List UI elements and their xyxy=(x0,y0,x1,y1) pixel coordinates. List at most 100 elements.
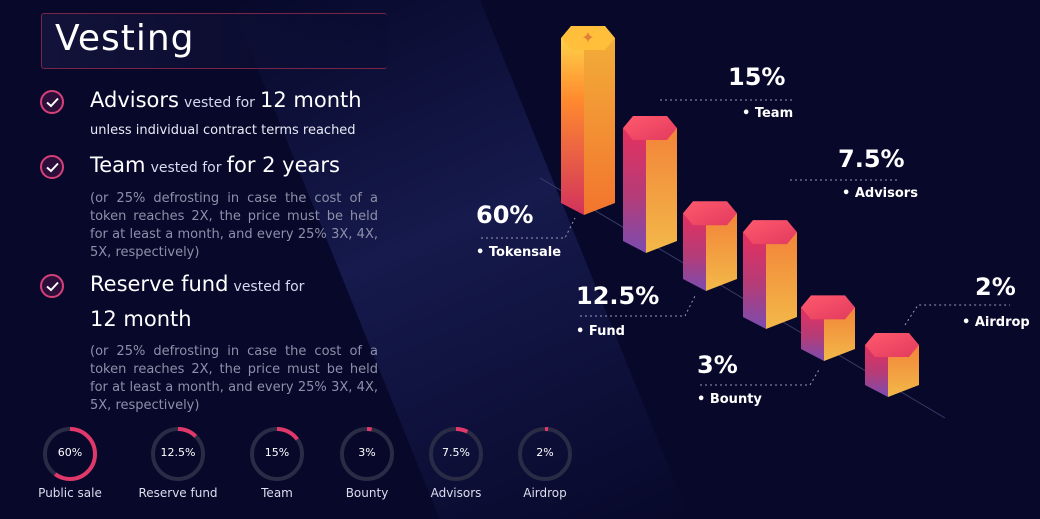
column-top xyxy=(683,201,737,226)
column-face-left xyxy=(743,232,766,329)
label-tokensale: • Tokensale xyxy=(476,245,561,260)
column-face-right xyxy=(824,307,855,361)
bullet: • xyxy=(962,315,971,330)
category-bounty: Bounty xyxy=(709,392,762,407)
label-advisors: • Advisors xyxy=(842,186,918,201)
column-top xyxy=(743,220,797,245)
column-face-right xyxy=(888,345,919,397)
vesting-period: 12 month xyxy=(90,307,192,331)
donut-bounty: 3% Bounty xyxy=(327,426,407,500)
donut-advisors: 7.5% Advisors xyxy=(416,426,496,500)
pct-tokensale: 60% xyxy=(476,201,534,229)
column-tokensale: ✦ xyxy=(561,26,615,215)
donut-value: 7.5% xyxy=(442,446,470,459)
bullet: • xyxy=(742,106,751,121)
column-top xyxy=(865,333,919,357)
bullet: • xyxy=(697,392,706,407)
leader-line xyxy=(580,295,696,317)
category-advisors: Advisors xyxy=(854,186,918,201)
donut-value: 15% xyxy=(264,446,290,459)
column-face-right xyxy=(584,38,615,215)
column-face-left xyxy=(623,128,646,253)
donut-public-sale: 60% Public sale xyxy=(30,426,110,500)
column-face-left xyxy=(865,345,888,397)
vesting-verb: vested for xyxy=(233,279,305,295)
title-box: Vesting xyxy=(41,13,387,69)
donut-arc xyxy=(151,427,205,481)
check-icon xyxy=(40,90,64,114)
column-bounty xyxy=(801,295,855,361)
leader-line xyxy=(700,367,821,386)
category-fund: Fund xyxy=(588,324,625,339)
donut-ring xyxy=(340,427,394,481)
donut-ring xyxy=(250,427,304,481)
donut-value: 12.5% xyxy=(160,446,196,459)
bullet: • xyxy=(842,186,851,201)
vesting-heading: Advisors vested for 12 month xyxy=(90,88,362,112)
vesting-name: Advisors xyxy=(90,88,179,112)
check-icon xyxy=(40,274,64,298)
column-face-left xyxy=(801,307,824,361)
column-top xyxy=(561,26,615,50)
pct-team: 15% xyxy=(728,63,786,91)
column-face-right xyxy=(646,128,677,253)
vesting-note: (or 25% defrosting in case the cost of a… xyxy=(90,344,378,413)
pct-advisors: 7.5% xyxy=(838,145,905,173)
donut-ring xyxy=(151,427,205,481)
donut-label: Advisors xyxy=(430,486,482,500)
column-face-left xyxy=(561,38,584,215)
donut-label: Team xyxy=(261,486,293,500)
vesting-name: Team xyxy=(90,153,146,177)
column-airdrop xyxy=(865,333,919,397)
donut-label: Public sale xyxy=(38,486,102,500)
vesting-name: Reserve fund xyxy=(90,272,229,296)
column-top xyxy=(801,295,855,320)
label-bounty: • Bounty xyxy=(697,392,762,407)
bullet: • xyxy=(576,324,585,339)
pct-bounty: 3% xyxy=(697,351,738,379)
column-face-right xyxy=(766,232,797,329)
column-team xyxy=(623,116,677,253)
pct-fund: 12.5% xyxy=(576,282,660,310)
column-face-left xyxy=(683,213,706,291)
check-icon xyxy=(40,155,64,179)
vesting-note: (or 25% defrosting in case the cost of a… xyxy=(90,191,378,260)
logo-icon: ✦ xyxy=(581,28,594,47)
donut-team: 15% Team xyxy=(237,426,317,500)
column-advisors xyxy=(683,201,737,291)
column-fund xyxy=(743,220,797,329)
leader-line xyxy=(904,304,1010,326)
category-tokensale: Tokensale xyxy=(488,245,562,260)
label-airdrop: • Airdrop xyxy=(962,315,1030,330)
vesting-verb: vested for xyxy=(150,160,222,176)
donut-value: 2% xyxy=(536,446,554,459)
vesting-period: 12 month xyxy=(260,88,362,112)
page-title: Vesting xyxy=(55,18,195,59)
column-top xyxy=(623,116,677,141)
donut-label: Reserve fund xyxy=(138,486,218,500)
vesting-heading: Team vested for for 2 years xyxy=(90,153,340,177)
donut-label: Airdrop xyxy=(523,486,567,500)
vesting-note: unless individual contract terms reached xyxy=(90,123,356,138)
label-fund: • Fund xyxy=(576,324,625,339)
category-team: Team xyxy=(754,106,794,121)
donut-value: 3% xyxy=(358,446,376,459)
category-airdrop: Airdrop xyxy=(974,315,1030,330)
label-team: • Team xyxy=(742,106,793,121)
donut-arc xyxy=(340,427,394,481)
donut-airdrop: 2% Airdrop xyxy=(505,426,585,500)
pct-airdrop: 2% xyxy=(975,273,1016,301)
donut-arc xyxy=(518,427,572,481)
donut-arc xyxy=(43,427,97,481)
donut-reserve-fund: 12.5% Reserve fund xyxy=(138,426,218,500)
vesting-verb: vested for xyxy=(184,95,255,111)
vesting-period: for 2 years xyxy=(226,153,340,177)
donut-label: Bounty xyxy=(345,486,389,500)
donut-ring xyxy=(518,427,572,481)
donut-arc xyxy=(429,427,483,481)
vesting-heading: Reserve fund vested for xyxy=(90,272,304,296)
donut-ring xyxy=(429,427,483,481)
donut-ring xyxy=(43,427,97,481)
donut-value: 60% xyxy=(57,446,83,459)
